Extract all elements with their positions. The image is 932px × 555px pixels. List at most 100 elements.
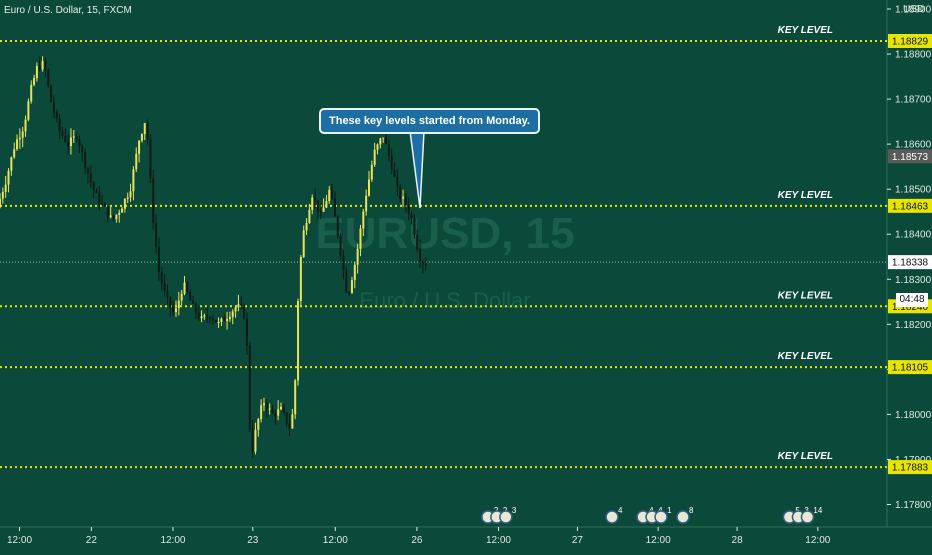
candle-body bbox=[274, 413, 277, 416]
candle-body bbox=[348, 292, 351, 294]
candle-body bbox=[243, 305, 246, 319]
candle-body bbox=[50, 85, 53, 103]
event-marker-count: 3 bbox=[512, 506, 517, 515]
candle-body bbox=[234, 307, 237, 312]
candle-body bbox=[262, 403, 265, 406]
candle-body bbox=[146, 123, 149, 140]
candle-body bbox=[240, 304, 243, 306]
candle-body bbox=[251, 428, 254, 452]
y-tick-label: 1.18300 bbox=[895, 275, 932, 286]
candle-body bbox=[379, 138, 382, 145]
event-marker-icon[interactable] bbox=[654, 510, 668, 524]
candle-body bbox=[214, 320, 217, 323]
event-marker-icon[interactable] bbox=[605, 510, 619, 524]
key-level-label: KEY LEVEL bbox=[778, 451, 833, 462]
candle-body bbox=[206, 315, 209, 318]
event-marker-icon[interactable] bbox=[676, 510, 690, 524]
watermark-name: Euro / U.S. Dollar bbox=[359, 288, 530, 313]
candle-body bbox=[192, 300, 195, 304]
candle-body bbox=[123, 198, 126, 209]
event-marker-count: 4 bbox=[618, 506, 623, 515]
candle-body bbox=[41, 60, 44, 70]
event-marker-icon[interactable] bbox=[800, 510, 815, 524]
candle-body bbox=[285, 412, 288, 424]
candle-body bbox=[18, 137, 21, 140]
key-level-price-tag bbox=[888, 360, 932, 375]
candle-body bbox=[81, 146, 84, 153]
candle-body bbox=[64, 135, 67, 142]
x-tick-label: 12:00 bbox=[486, 535, 511, 546]
candle-body bbox=[237, 304, 240, 308]
candle-body bbox=[84, 152, 87, 169]
key-level-price-tag bbox=[888, 460, 932, 475]
candle-body bbox=[183, 282, 186, 294]
x-tick-label: 12:00 bbox=[323, 535, 348, 546]
candle-body bbox=[135, 153, 138, 170]
candle-body bbox=[231, 311, 234, 317]
y-tick-label: 1.18500 bbox=[895, 185, 932, 196]
candle-body bbox=[385, 137, 388, 145]
candle-body bbox=[331, 189, 334, 199]
candle-body bbox=[280, 406, 283, 410]
candle-body bbox=[322, 207, 325, 212]
candle-body bbox=[265, 403, 268, 410]
y-tick-label: 1.18200 bbox=[895, 320, 932, 331]
candle-body bbox=[86, 168, 89, 174]
x-tick-label: 22 bbox=[86, 535, 98, 546]
candle-body bbox=[104, 203, 107, 207]
candle-body bbox=[169, 296, 172, 308]
x-tick-label: 23 bbox=[247, 535, 259, 546]
candle-body bbox=[186, 282, 189, 293]
candle-body bbox=[362, 211, 365, 229]
x-tick-label: 12:00 bbox=[646, 535, 671, 546]
candle-body bbox=[67, 141, 70, 146]
candle-body bbox=[16, 139, 19, 150]
candle-body bbox=[149, 139, 152, 179]
y-tick-label: 1.17800 bbox=[895, 500, 932, 511]
candle-body bbox=[38, 65, 41, 70]
candle-body bbox=[197, 312, 200, 319]
candle-body bbox=[421, 261, 424, 265]
candle-body bbox=[138, 140, 141, 154]
bar-countdown: 04:48 bbox=[896, 293, 928, 307]
event-marker-count: 14 bbox=[813, 506, 822, 515]
candle-body bbox=[0, 198, 1, 208]
candle-body bbox=[376, 144, 379, 150]
price-mark-label: 1.18338 bbox=[892, 258, 929, 269]
candle-body bbox=[98, 193, 101, 204]
x-tick-label: 27 bbox=[572, 535, 584, 546]
candle-body bbox=[13, 149, 16, 158]
candle-body bbox=[342, 255, 345, 271]
key-level-price-label: 1.18240 bbox=[892, 302, 929, 313]
y-tick-label: 1.18900 bbox=[895, 5, 932, 16]
key-level-price-tag bbox=[888, 198, 932, 213]
event-marker-icon[interactable] bbox=[499, 510, 513, 524]
event-marker-count: 8 bbox=[689, 506, 694, 515]
key-level-price-label: 1.17883 bbox=[892, 463, 929, 474]
candle-body bbox=[126, 197, 129, 199]
candle-body bbox=[245, 318, 248, 346]
candle-body bbox=[121, 208, 124, 213]
candle-body bbox=[92, 182, 95, 191]
candle-body bbox=[305, 222, 308, 231]
candle-body bbox=[143, 123, 146, 135]
candle-body bbox=[69, 137, 72, 146]
candle-body bbox=[416, 234, 419, 250]
candle-body bbox=[35, 65, 38, 79]
candle-body bbox=[339, 235, 342, 256]
candle-body bbox=[109, 215, 112, 218]
y-tick-label: 1.18000 bbox=[895, 410, 932, 421]
candle-body bbox=[294, 380, 297, 415]
key-level-price-label: 1.18105 bbox=[892, 363, 929, 374]
candle-body bbox=[367, 179, 370, 196]
x-tick-label: 12:00 bbox=[7, 535, 32, 546]
candle-body bbox=[189, 292, 192, 301]
candle-body bbox=[271, 408, 274, 414]
key-level-label: KEY LEVEL bbox=[778, 290, 833, 301]
candle-body bbox=[399, 186, 402, 199]
annotation-callout[interactable]: These key levels started from Monday. bbox=[319, 108, 540, 134]
candle-body bbox=[52, 102, 55, 113]
candle-body bbox=[21, 131, 24, 138]
